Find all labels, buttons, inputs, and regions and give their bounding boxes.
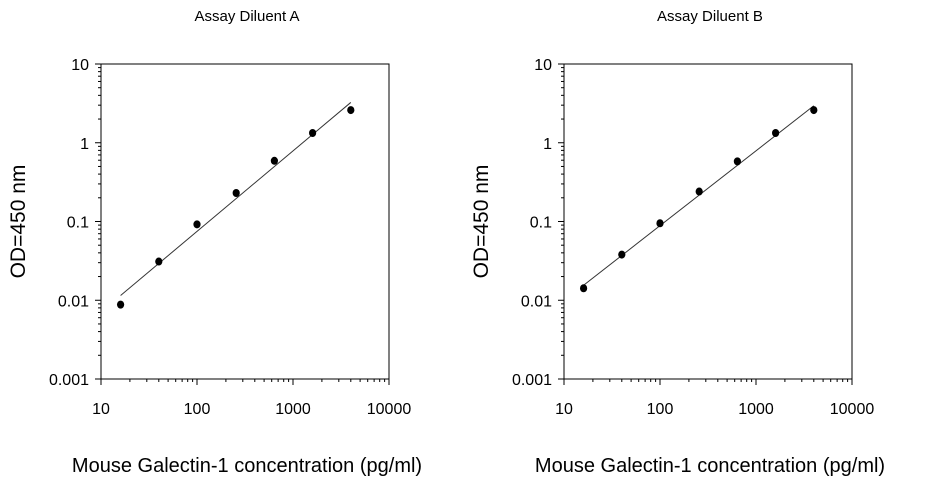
y-tick-label: 10 [534, 57, 552, 74]
data-point [270, 156, 278, 165]
chart-panel-b: Assay Diluent B 10 100 1000 10000 0.001 0.01 0.… [463, 0, 926, 480]
y-axis-label: OD=450 nm [7, 165, 30, 279]
y-tick-label: 1 [80, 136, 89, 153]
y-axis-label: OD=450 nm [470, 165, 493, 279]
x-tick-label: 1000 [738, 401, 774, 418]
data-point [308, 128, 317, 137]
data-point [695, 187, 703, 196]
y-tick-label: 0.001 [49, 372, 89, 389]
data-point [771, 128, 780, 137]
data-point [193, 220, 201, 229]
chart-title: Assay Diluent B [657, 8, 763, 25]
x-tick-label: 10000 [830, 401, 875, 418]
data-point [618, 250, 626, 259]
y-tick-label: 1 [543, 136, 552, 153]
y-tick-label: 10 [71, 57, 89, 74]
data-point [155, 257, 163, 266]
y-tick-label: 0.1 [67, 215, 89, 232]
y-tick-label: 0.01 [521, 293, 552, 310]
x-tick-label: 10 [92, 401, 110, 418]
data-point [810, 106, 818, 115]
chart-b-svg: Assay Diluent B 10 100 1000 10000 0.001 0.01 0.… [470, 8, 885, 477]
data-point [232, 189, 240, 198]
x-tick-label: 1000 [275, 401, 311, 418]
x-tick-label: 100 [184, 401, 211, 418]
x-tick-label: 100 [647, 401, 674, 418]
y-tick-label: 0.1 [530, 215, 552, 232]
x-tick-label: 10000 [367, 401, 412, 418]
y-tick-label: 0.001 [512, 372, 552, 389]
x-axis-label: Mouse Galectin-1 concentration (pg/ml) [72, 455, 422, 477]
chart-title: Assay Diluent A [194, 8, 299, 25]
fit-line [120, 102, 352, 296]
data-point [656, 219, 664, 228]
x-axis-label: Mouse Galectin-1 concentration (pg/ml) [535, 455, 885, 477]
chart-a-svg: Assay Diluent A 10 100 1000 10000 0.001 0.01 0.… [7, 8, 422, 477]
data-point [733, 157, 741, 166]
data-point [579, 284, 588, 293]
y-tick-label: 0.01 [58, 293, 89, 310]
x-tick-label: 10 [555, 401, 573, 418]
chart-panel-a: Assay Diluent A 10 100 1000 10000 0.001 0.01 0.… [7, 8, 422, 477]
data-point [116, 300, 125, 309]
data-point [347, 106, 355, 115]
plot-frame [563, 63, 853, 380]
plot-frame [100, 63, 390, 380]
